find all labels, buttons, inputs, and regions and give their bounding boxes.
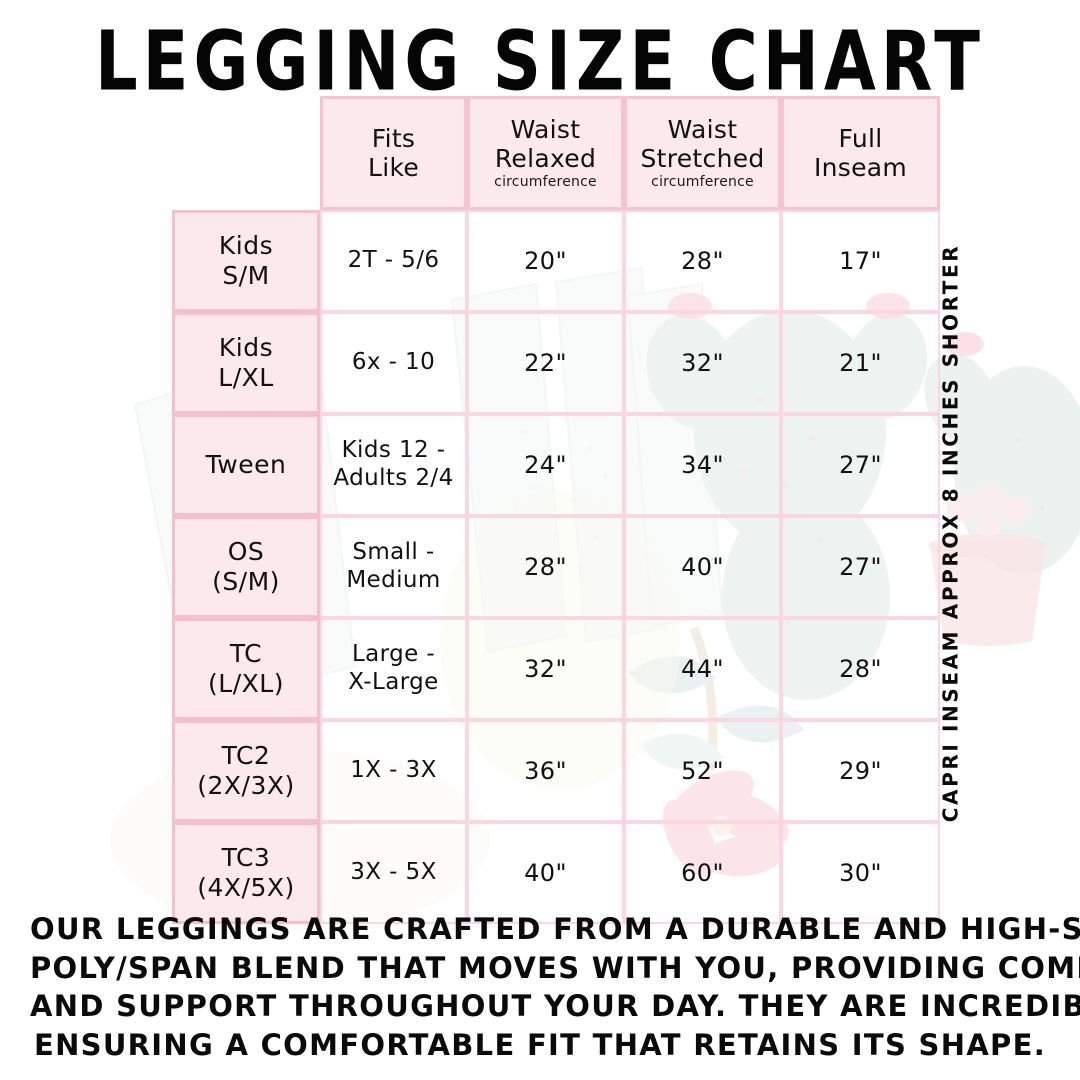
table-row: OS (S/M) Small - Medium 28" 40" 27" (172, 516, 940, 618)
column-header-waist-relaxed: Waist Relaxed circumference (467, 96, 624, 210)
cell-fits-like: Large - X-Large (320, 618, 467, 720)
cell-full-inseam: 30" (781, 822, 940, 924)
column-header-line1: Fits (371, 124, 416, 153)
table-header-row: Fits Like Waist Relaxed circumference Wa… (172, 96, 940, 210)
row-label-line2: (L/XL) (208, 669, 284, 698)
column-header-full-inseam: Full Inseam (781, 96, 940, 210)
column-header-subtitle: circumference (651, 174, 754, 191)
cell-waist-stretched: 44" (624, 618, 781, 720)
cell-waist-stretched: 32" (624, 312, 781, 414)
footer-line-3: AND SUPPORT THROUGHOUT YOUR DAY. THEY AR… (30, 989, 1080, 1024)
table-row: TC2 (2X/3X) 1X - 3X 36" 52" 29" (172, 720, 940, 822)
column-header-line2: Stretched (640, 144, 765, 174)
row-label-tween: Tween (172, 414, 320, 516)
row-label-line1: Kids (218, 333, 274, 362)
column-header-line1: Waist (510, 115, 581, 145)
cell-fits-like: 1X - 3X (320, 720, 467, 822)
cell-line2: X-Large (348, 669, 439, 695)
table-row: Kids S/M 2T - 5/6 20" 28" 17" (172, 210, 940, 312)
cell-waist-stretched: 52" (624, 720, 781, 822)
cell-fits-like: 2T - 5/6 (320, 210, 467, 312)
column-header-waist-stretched: Waist Stretched circumference (624, 96, 781, 210)
table-row: TC (L/XL) Large - X-Large 32" 44" 28" (172, 618, 940, 720)
cell-waist-relaxed: 20" (467, 210, 624, 312)
table-row: Kids L/XL 6x - 10 22" 32" 21" (172, 312, 940, 414)
footer-line-1: OUR LEGGINGS ARE CRAFTED FROM A DURABLE … (30, 912, 1080, 946)
cell-line1: Small - (352, 539, 435, 566)
cell-line2: Medium (346, 567, 441, 593)
column-header-line2: Relaxed (494, 144, 597, 174)
row-label-line2: S/M (222, 261, 270, 290)
cell-waist-relaxed: 40" (467, 822, 624, 924)
cell-line1: Kids 12 - (341, 437, 446, 464)
row-label-line1: Tween (205, 450, 287, 479)
row-label-line1: OS (227, 537, 265, 566)
table-row: Tween Kids 12 - Adults 2/4 24" 34" 27" (172, 414, 940, 516)
cell-line2: Adults 2/4 (333, 465, 454, 491)
table-body: Kids S/M 2T - 5/6 20" 28" 17" Kids L/XL (172, 210, 940, 924)
row-label-line1: TC2 (221, 741, 271, 770)
row-label-line1: Kids (218, 231, 274, 260)
cell-full-inseam: 29" (781, 720, 940, 822)
cell-line1: 3X - 5X (350, 859, 437, 886)
row-label-tc2: TC2 (2X/3X) (172, 720, 320, 822)
size-chart-table: Fits Like Waist Relaxed circumference Wa… (172, 96, 940, 924)
cell-waist-stretched: 40" (624, 516, 781, 618)
capri-inseam-note-text: CAPRI INSEAM APPROX 8 INCHES SHORTER (938, 243, 963, 823)
row-label-line2: (4X/5X) (197, 873, 295, 902)
row-label-kids-sm: Kids S/M (172, 210, 320, 312)
cell-line1: Large - (351, 641, 436, 668)
cell-fits-like: 6x - 10 (320, 312, 467, 414)
row-label-line2: (S/M) (212, 567, 280, 596)
page-title: LEGGING SIZE CHART (94, 14, 985, 110)
cell-waist-relaxed: 24" (467, 414, 624, 516)
cell-full-inseam: 28" (781, 618, 940, 720)
cell-line1: 1X - 3X (350, 757, 437, 784)
cell-full-inseam: 27" (781, 414, 940, 516)
capri-inseam-note: CAPRI INSEAM APPROX 8 INCHES SHORTER (928, 244, 972, 823)
cell-waist-stretched: 28" (624, 210, 781, 312)
cell-waist-relaxed: 36" (467, 720, 624, 822)
cell-waist-relaxed: 22" (467, 312, 624, 414)
column-header-line2: Inseam (813, 153, 908, 182)
cell-waist-stretched: 60" (624, 822, 781, 924)
row-label-os: OS (S/M) (172, 516, 320, 618)
column-header-line1: Full (838, 124, 883, 153)
cell-full-inseam: 21" (781, 312, 940, 414)
column-header-fits-like: Fits Like (320, 96, 467, 210)
cell-fits-like: Small - Medium (320, 516, 467, 618)
row-label-kids-lxl: Kids L/XL (172, 312, 320, 414)
cell-waist-stretched: 34" (624, 414, 781, 516)
size-chart-table-wrapper: Fits Like Waist Relaxed circumference Wa… (172, 96, 940, 924)
row-label-line1: TC3 (221, 843, 271, 872)
footer-line-2: POLY/SPAN BLEND THAT MOVES WITH YOU, PRO… (30, 950, 1080, 985)
corner-cell (172, 96, 320, 210)
table-row: TC3 (4X/5X) 3X - 5X 40" 60" 30" (172, 822, 940, 924)
cell-waist-relaxed: 32" (467, 618, 624, 720)
row-label-line2: (2X/3X) (197, 771, 295, 800)
row-label-tc3: TC3 (4X/5X) (172, 822, 320, 924)
cell-line1: 2T - 5/6 (347, 247, 440, 274)
cell-waist-relaxed: 28" (467, 516, 624, 618)
cell-fits-like: 3X - 5X (320, 822, 467, 924)
row-label-line1: TC (229, 639, 263, 668)
cell-fits-like: Kids 12 - Adults 2/4 (320, 414, 467, 516)
column-header-line1: Waist (667, 115, 738, 145)
cell-full-inseam: 17" (781, 210, 940, 312)
row-label-tc: TC (L/XL) (172, 618, 320, 720)
row-label-line2: L/XL (218, 363, 274, 392)
column-header-line2: Like (367, 153, 420, 182)
cell-line1: 6x - 10 (351, 349, 436, 376)
cell-full-inseam: 27" (781, 516, 940, 618)
footer-description: OUR LEGGINGS ARE CRAFTED FROM A DURABLE … (30, 910, 1080, 1064)
column-header-subtitle: circumference (494, 174, 597, 191)
footer-line-4: ENSURING A COMFORTABLE FIT THAT RETAINS … (33, 1027, 1047, 1062)
